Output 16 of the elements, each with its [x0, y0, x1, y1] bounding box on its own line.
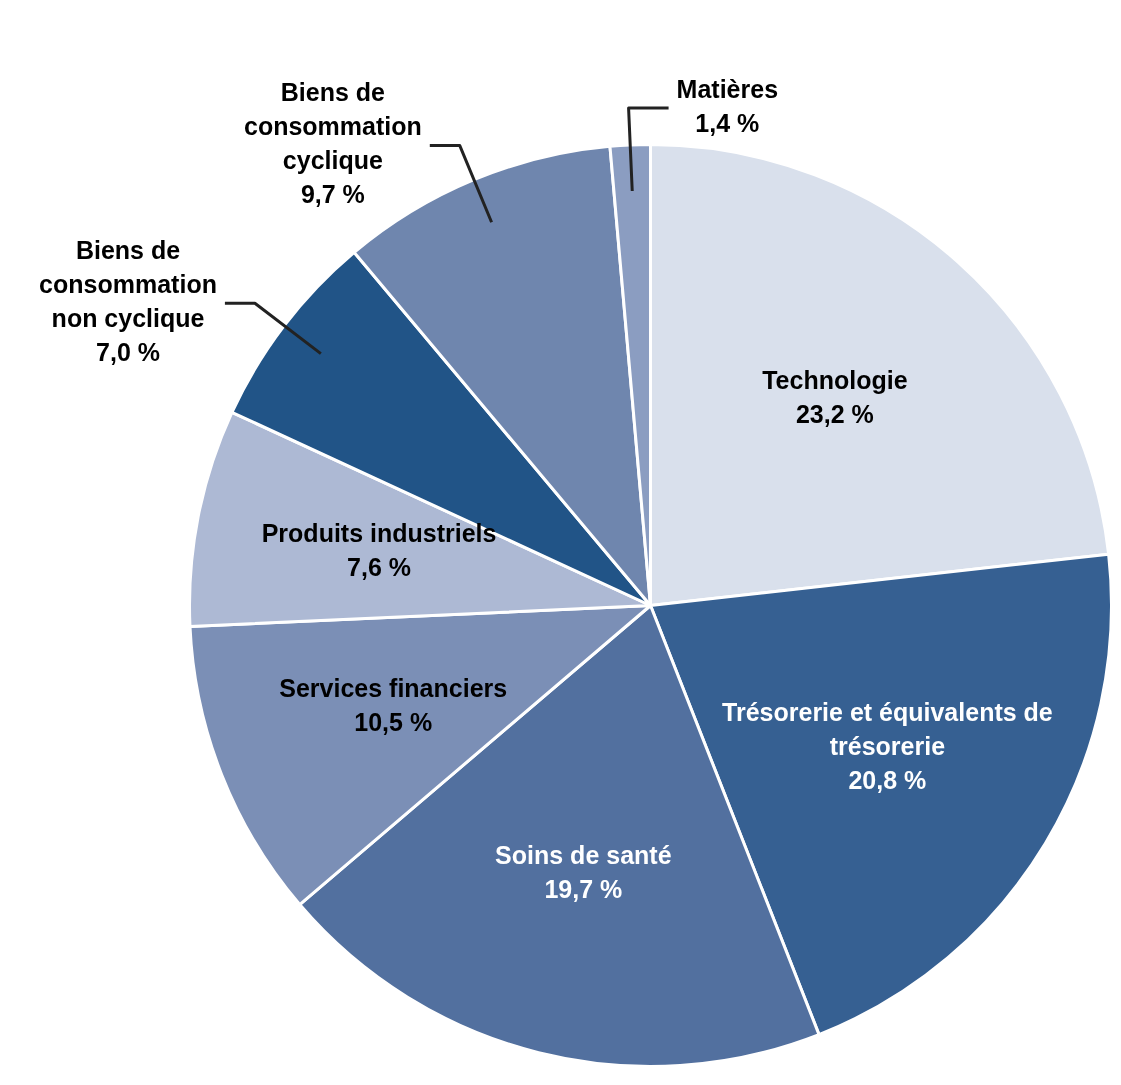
- slice-label: Produits industriels: [261, 519, 497, 548]
- data-label: 10,5 %: [354, 707, 433, 736]
- slice-label: Matières: [676, 74, 779, 103]
- slice-label: Biens de consommation non cyclique: [39, 236, 217, 333]
- slice-label: Services financiers: [279, 673, 508, 702]
- slice-label: Trésorerie et équivalents de trésorerie: [722, 698, 1053, 761]
- data-label: 7,0 %: [96, 338, 160, 367]
- slice-label: Technologie: [762, 366, 908, 395]
- data-label: 20,8 %: [848, 766, 927, 795]
- data-label: 7,6 %: [347, 553, 412, 582]
- data-label: 9,7 %: [300, 180, 365, 209]
- data-label: 1,4 %: [695, 108, 760, 137]
- data-label: 23,2 %: [795, 400, 874, 429]
- slice-label: Soins de santé: [495, 840, 672, 869]
- slice-label: Biens de consommation cyclique: [243, 78, 422, 175]
- data-label: 19,7 %: [544, 874, 623, 903]
